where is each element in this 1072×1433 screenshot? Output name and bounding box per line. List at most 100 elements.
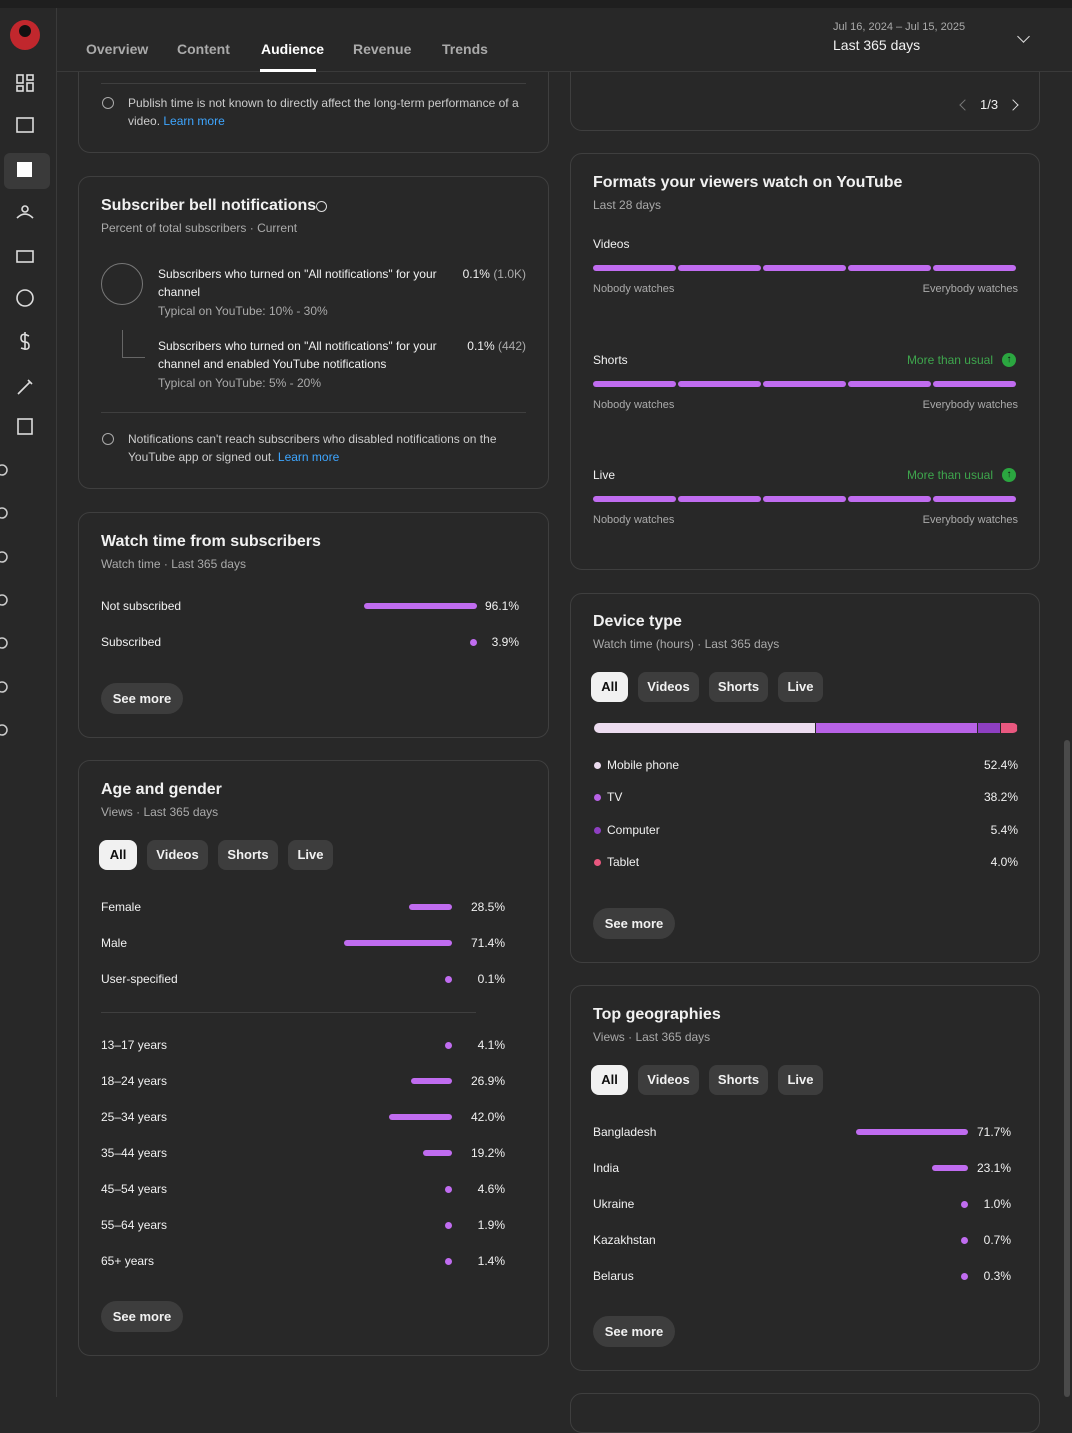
learn-more-link[interactable]: Learn more (277, 450, 340, 464)
trend-icon: ↑ (1002, 352, 1016, 367)
percent: 0.1% (467, 339, 495, 353)
device-value: 5.4% (990, 822, 1018, 837)
card-subtitle: Watch time (hours) · Last 365 days (593, 637, 780, 651)
nav-tab[interactable]: Revenue (353, 41, 412, 57)
bar-dot (445, 1222, 452, 1229)
bar (408, 904, 452, 910)
row-label: Subscribed (101, 635, 162, 649)
format-segment (593, 380, 676, 387)
scrollbar (1064, 740, 1070, 1397)
bell-row-label: Subscribers who turned on "All notificat… (158, 267, 437, 299)
nav-tab[interactable]: Audience (261, 41, 325, 57)
icon-dashboard[interactable] (16, 74, 24, 84)
top-strip (0, 0, 1072, 8)
bell-card (78, 176, 549, 489)
watch-subs-card (78, 512, 549, 738)
device-label: Computer (607, 822, 660, 837)
device-segment (1001, 723, 1018, 733)
bar (423, 1150, 452, 1156)
card-title: Formats your viewers watch on YouTube (593, 174, 903, 191)
formats-card (570, 153, 1040, 570)
icon-earn[interactable] (20, 332, 30, 350)
format-segment (678, 265, 761, 271)
see-more-button[interactable]: See more (593, 1316, 675, 1347)
sidebar-border (56, 8, 57, 1397)
bar-dot (470, 639, 477, 646)
bar-dot (445, 1186, 452, 1193)
icon-copyright[interactable] (16, 289, 34, 307)
row-value: 3.9% (491, 635, 519, 649)
filter-chip[interactable]: Shorts (218, 840, 278, 870)
nav-tab[interactable]: Overview (86, 41, 149, 57)
info-icon (102, 97, 114, 109)
format-segment (933, 265, 1016, 271)
format-segment (763, 496, 846, 502)
icon-community[interactable] (21, 205, 29, 213)
scale-max: Everybody watches (922, 514, 1018, 526)
sidebar (0, 20, 50, 736)
icon-content[interactable] (16, 117, 34, 133)
format-segment (763, 265, 846, 271)
card-title: Watch time from subscribers (101, 533, 321, 550)
date-label: Last 365 days (833, 37, 921, 53)
format-segment (848, 496, 931, 502)
see-more-button[interactable]: See more (101, 1301, 183, 1332)
geo-card (570, 985, 1040, 1371)
bar-dot (445, 1042, 452, 1049)
filter-chip[interactable]: Shorts (709, 672, 768, 702)
row-label: User-specified (101, 972, 178, 986)
count: (442) (497, 339, 526, 353)
filter-chip[interactable]: Shorts (709, 1065, 768, 1095)
icon-subtitles[interactable] (16, 250, 34, 263)
format-label: Shorts (593, 352, 628, 367)
filter-chip[interactable]: Videos (638, 1065, 699, 1095)
date-range: Jul 16, 2024 – Jul 15, 2025 (833, 21, 966, 33)
device-label: TV (607, 790, 623, 805)
filter-chip[interactable]: All (99, 840, 137, 870)
legend-dot (594, 762, 601, 769)
bar (364, 603, 477, 609)
filter-chip[interactable]: All (591, 1065, 628, 1095)
row-label: 13–17 years (101, 1038, 168, 1052)
divider (101, 83, 526, 84)
learn-more-link[interactable]: Learn more (163, 114, 225, 128)
nav-tab[interactable]: Content (177, 41, 230, 57)
bar (344, 940, 452, 946)
filter-chip[interactable]: Live (778, 1065, 823, 1095)
scale-max: Everybody watches (922, 283, 1018, 295)
bell-note: Notifications can't reach subscribers wh… (128, 430, 508, 466)
icon-customize[interactable] (17, 379, 33, 395)
count: (1.0K) (493, 267, 526, 281)
row-label: Female (101, 900, 142, 914)
scale-min: Nobody watches (593, 514, 675, 526)
legend-dot (594, 858, 601, 866)
row-label: Male (101, 936, 128, 950)
format-segment (848, 265, 931, 271)
tab-underline (260, 69, 316, 72)
nav-tab[interactable]: Trends (442, 41, 488, 57)
filter-chip[interactable]: All (591, 672, 628, 702)
bar (856, 1129, 968, 1135)
card-subtitle: Last 28 days (593, 198, 662, 212)
filter-chip[interactable]: Videos (638, 672, 699, 702)
filter-chip[interactable]: Live (778, 672, 823, 702)
icon-audio[interactable] (17, 418, 33, 435)
see-more-button[interactable]: See more (101, 683, 183, 714)
pager: 1/3 (980, 97, 999, 112)
row-value: 0.7% (983, 1233, 1011, 1247)
row-value: 0.1% (477, 972, 505, 986)
percent: 0.1% (462, 267, 490, 281)
row-label: Belarus (593, 1269, 634, 1283)
bell-row-typical: Typical on YouTube: 5% - 20% (158, 376, 321, 390)
device-segment (978, 723, 1002, 733)
legend-dot (594, 794, 601, 802)
legend-dot (594, 826, 601, 834)
card-title: Top geographies (593, 1006, 721, 1023)
bar-dot (961, 1201, 968, 1208)
see-more-button[interactable]: See more (593, 908, 675, 939)
filter-chip[interactable]: Videos (147, 840, 208, 870)
row-value: 4.1% (477, 1038, 505, 1052)
format-label: Live (593, 468, 616, 482)
filter-chip[interactable]: Live (288, 840, 333, 870)
